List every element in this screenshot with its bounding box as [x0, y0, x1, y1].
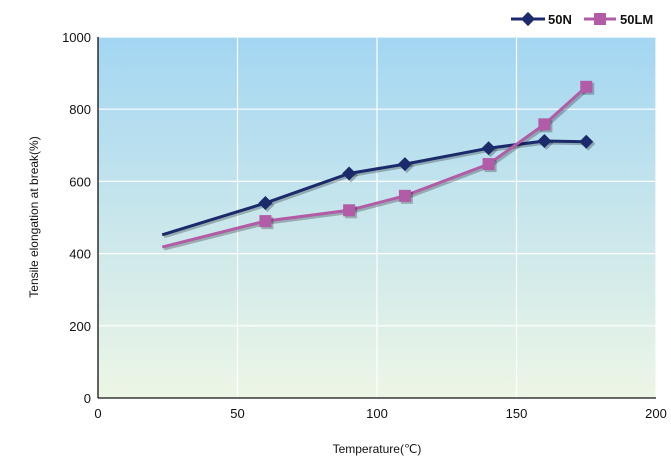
- y-tick-label: 1000: [62, 30, 91, 45]
- data-point: [343, 204, 356, 217]
- y-tick-label: 600: [69, 174, 91, 189]
- data-point: [537, 133, 552, 148]
- x-tick-label: 100: [366, 406, 388, 421]
- legend-item-50N: 50N: [511, 11, 572, 27]
- data-point: [580, 80, 593, 93]
- data-point: [397, 157, 412, 172]
- y-tick-labels: 0 200 400 600 800 1000: [62, 30, 91, 406]
- y-axis-title: Tensile elongation at break(%): [27, 136, 41, 297]
- x-tick-label: 50: [230, 406, 244, 421]
- x-tick-label: 0: [94, 406, 101, 421]
- data-point: [482, 158, 495, 171]
- data-point: [398, 189, 411, 202]
- y-tick-label: 400: [69, 247, 91, 262]
- y-tick-label: 800: [69, 102, 91, 117]
- series-50LM: [161, 80, 595, 251]
- data-point: [342, 166, 357, 181]
- x-axis-title: Temperature(℃): [333, 442, 422, 456]
- x-tick-labels: 0 50 100 150 200: [94, 406, 666, 421]
- grid-lines: [98, 36, 657, 398]
- legend-item-50LM: 50LM: [584, 12, 653, 27]
- x-tick-label: 200: [645, 406, 667, 421]
- y-tick-label: 0: [84, 391, 91, 406]
- x-tick-label: 150: [506, 406, 528, 421]
- series-layer: [161, 80, 596, 251]
- series-50N: [161, 133, 596, 239]
- data-point: [538, 118, 551, 131]
- diamond-marker-icon: [520, 11, 536, 27]
- data-point: [579, 134, 594, 149]
- y-tick-label: 200: [69, 319, 91, 334]
- data-point: [258, 196, 273, 211]
- legend-label-50LM: 50LM: [620, 12, 653, 27]
- data-point: [481, 141, 496, 156]
- legend: 50N 50LM: [511, 11, 653, 27]
- legend-label-50N: 50N: [548, 12, 572, 27]
- square-marker-icon: [594, 13, 606, 25]
- data-point: [259, 215, 272, 228]
